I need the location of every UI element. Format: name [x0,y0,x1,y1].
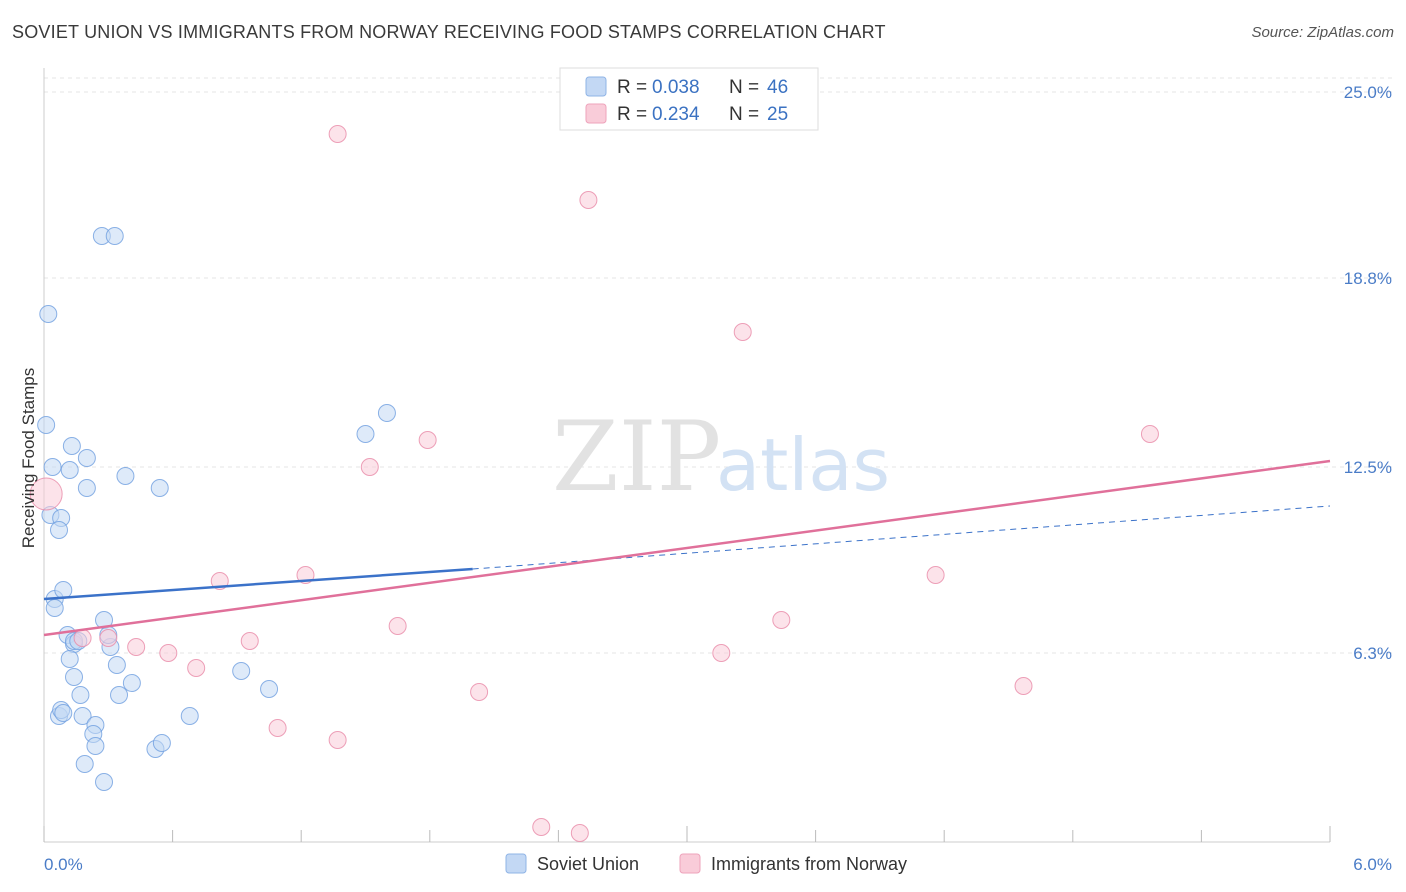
soviet-point-27 [86,737,105,755]
norway-point-19 [733,323,752,341]
soviet-point-6 [62,437,81,455]
legend-n-label-2: N = [729,104,759,125]
bottom-legend: Soviet Union Immigrants from Norway [505,853,907,874]
soviet-point-15 [377,404,396,422]
norway-point-16 [570,824,589,842]
soviet-point-17 [45,599,64,617]
chart-title: SOVIET UNION VS IMMIGRANTS FROM NORWAY R… [12,22,886,42]
norway-point-15 [532,818,551,836]
soviet-point-28 [75,755,94,773]
trend-lines [43,459,1331,637]
bottom-legend-swatch-soviet [505,853,527,874]
source-label: Source: ZipAtlas.com [1251,24,1394,41]
grid-lines [44,77,1392,654]
legend-r-value-2: 0.234 [652,104,700,125]
norway-point-5 [187,659,206,677]
soviet-point-23 [71,686,90,704]
soviet-point-5 [50,521,69,539]
norway-point-3 [127,638,146,656]
norway-point-1 [73,629,92,647]
norway-point-24 [328,125,347,143]
soviet-point-37 [122,674,141,692]
y-tick-label-2: 12.5% [1344,458,1392,477]
norway-trend-line [43,459,1331,637]
soviet-point-40 [180,707,199,725]
soviet-point-11 [105,227,124,245]
legend-r-label-1: R = [617,77,647,98]
norway-point-11 [360,458,379,476]
y-tick-label-3: 6.3% [1353,644,1392,663]
norway-point-21 [926,566,945,584]
x-tick-label-0: 0.0% [44,855,83,874]
norway-point-22 [1014,677,1033,695]
soviet-point-41 [232,662,251,680]
soviet-point-29 [95,773,114,791]
legend-r-value-1: 0.038 [652,77,700,98]
legend-n-value-2: 25 [767,104,788,125]
soviet-point-7 [60,461,79,479]
soviet-trend-line [43,567,473,601]
soviet-point-32 [54,704,73,722]
soviet-point-1 [37,416,56,434]
soviet-point-14 [356,425,375,443]
norway-point-20 [772,611,791,629]
norway-point-14 [470,683,489,701]
legend-swatch-soviet [585,76,607,97]
norway-point-8 [268,719,287,737]
soviet-point-22 [65,668,84,686]
soviet-point-24 [73,707,92,725]
soviet-point-0 [39,305,58,323]
norway-point-13 [418,431,437,449]
norway-point-10 [328,731,347,749]
soviet-point-18 [54,581,73,599]
norway-point-4 [159,644,178,662]
legend-n-value-1: 46 [767,77,788,98]
soviet-point-42 [260,680,279,698]
norway-point-17 [579,191,598,209]
legend: R = 0.038 N = 46 R = 0.234 N = 25 [559,67,819,131]
soviet-point-39 [152,734,171,752]
soviet-point-36 [110,686,129,704]
soviet-point-2 [43,458,62,476]
norway-point-2 [99,629,118,647]
norway-point-7 [240,632,259,650]
watermark-zip: ZIP [552,401,721,513]
soviet-point-12 [116,467,135,485]
norway-point-23 [1140,425,1159,443]
x-tick-label-1: 6.0% [1353,855,1392,874]
norway-point-18 [712,644,731,662]
y-axis-label: Receiving Food Stamps [19,368,38,548]
y-tick-label-1: 18.8% [1344,269,1392,288]
soviet-point-21 [60,650,79,668]
y-tick-label-0: 25.0% [1344,83,1392,102]
bottom-legend-swatch-norway [679,853,701,874]
soviet-point-35 [107,656,126,674]
soviet-point-8 [77,449,96,467]
tick-labels: 25.0% 18.8% 12.5% 6.3% 0.0% 6.0% [44,83,1392,874]
bottom-legend-label-soviet: Soviet Union [537,854,639,874]
soviet-point-9 [77,479,96,497]
norway-point-12 [388,617,407,635]
soviet-point-13 [150,479,169,497]
axes [43,68,1331,843]
legend-swatch-norway [585,103,607,124]
legend-n-label-1: N = [729,77,759,98]
data-points [29,125,1159,842]
norway-point-0 [29,477,63,511]
watermark: ZIP atlas [552,401,890,513]
bottom-legend-label-norway: Immigrants from Norway [711,854,907,874]
watermark-atlas: atlas [716,423,890,507]
legend-r-label-2: R = [617,104,647,125]
